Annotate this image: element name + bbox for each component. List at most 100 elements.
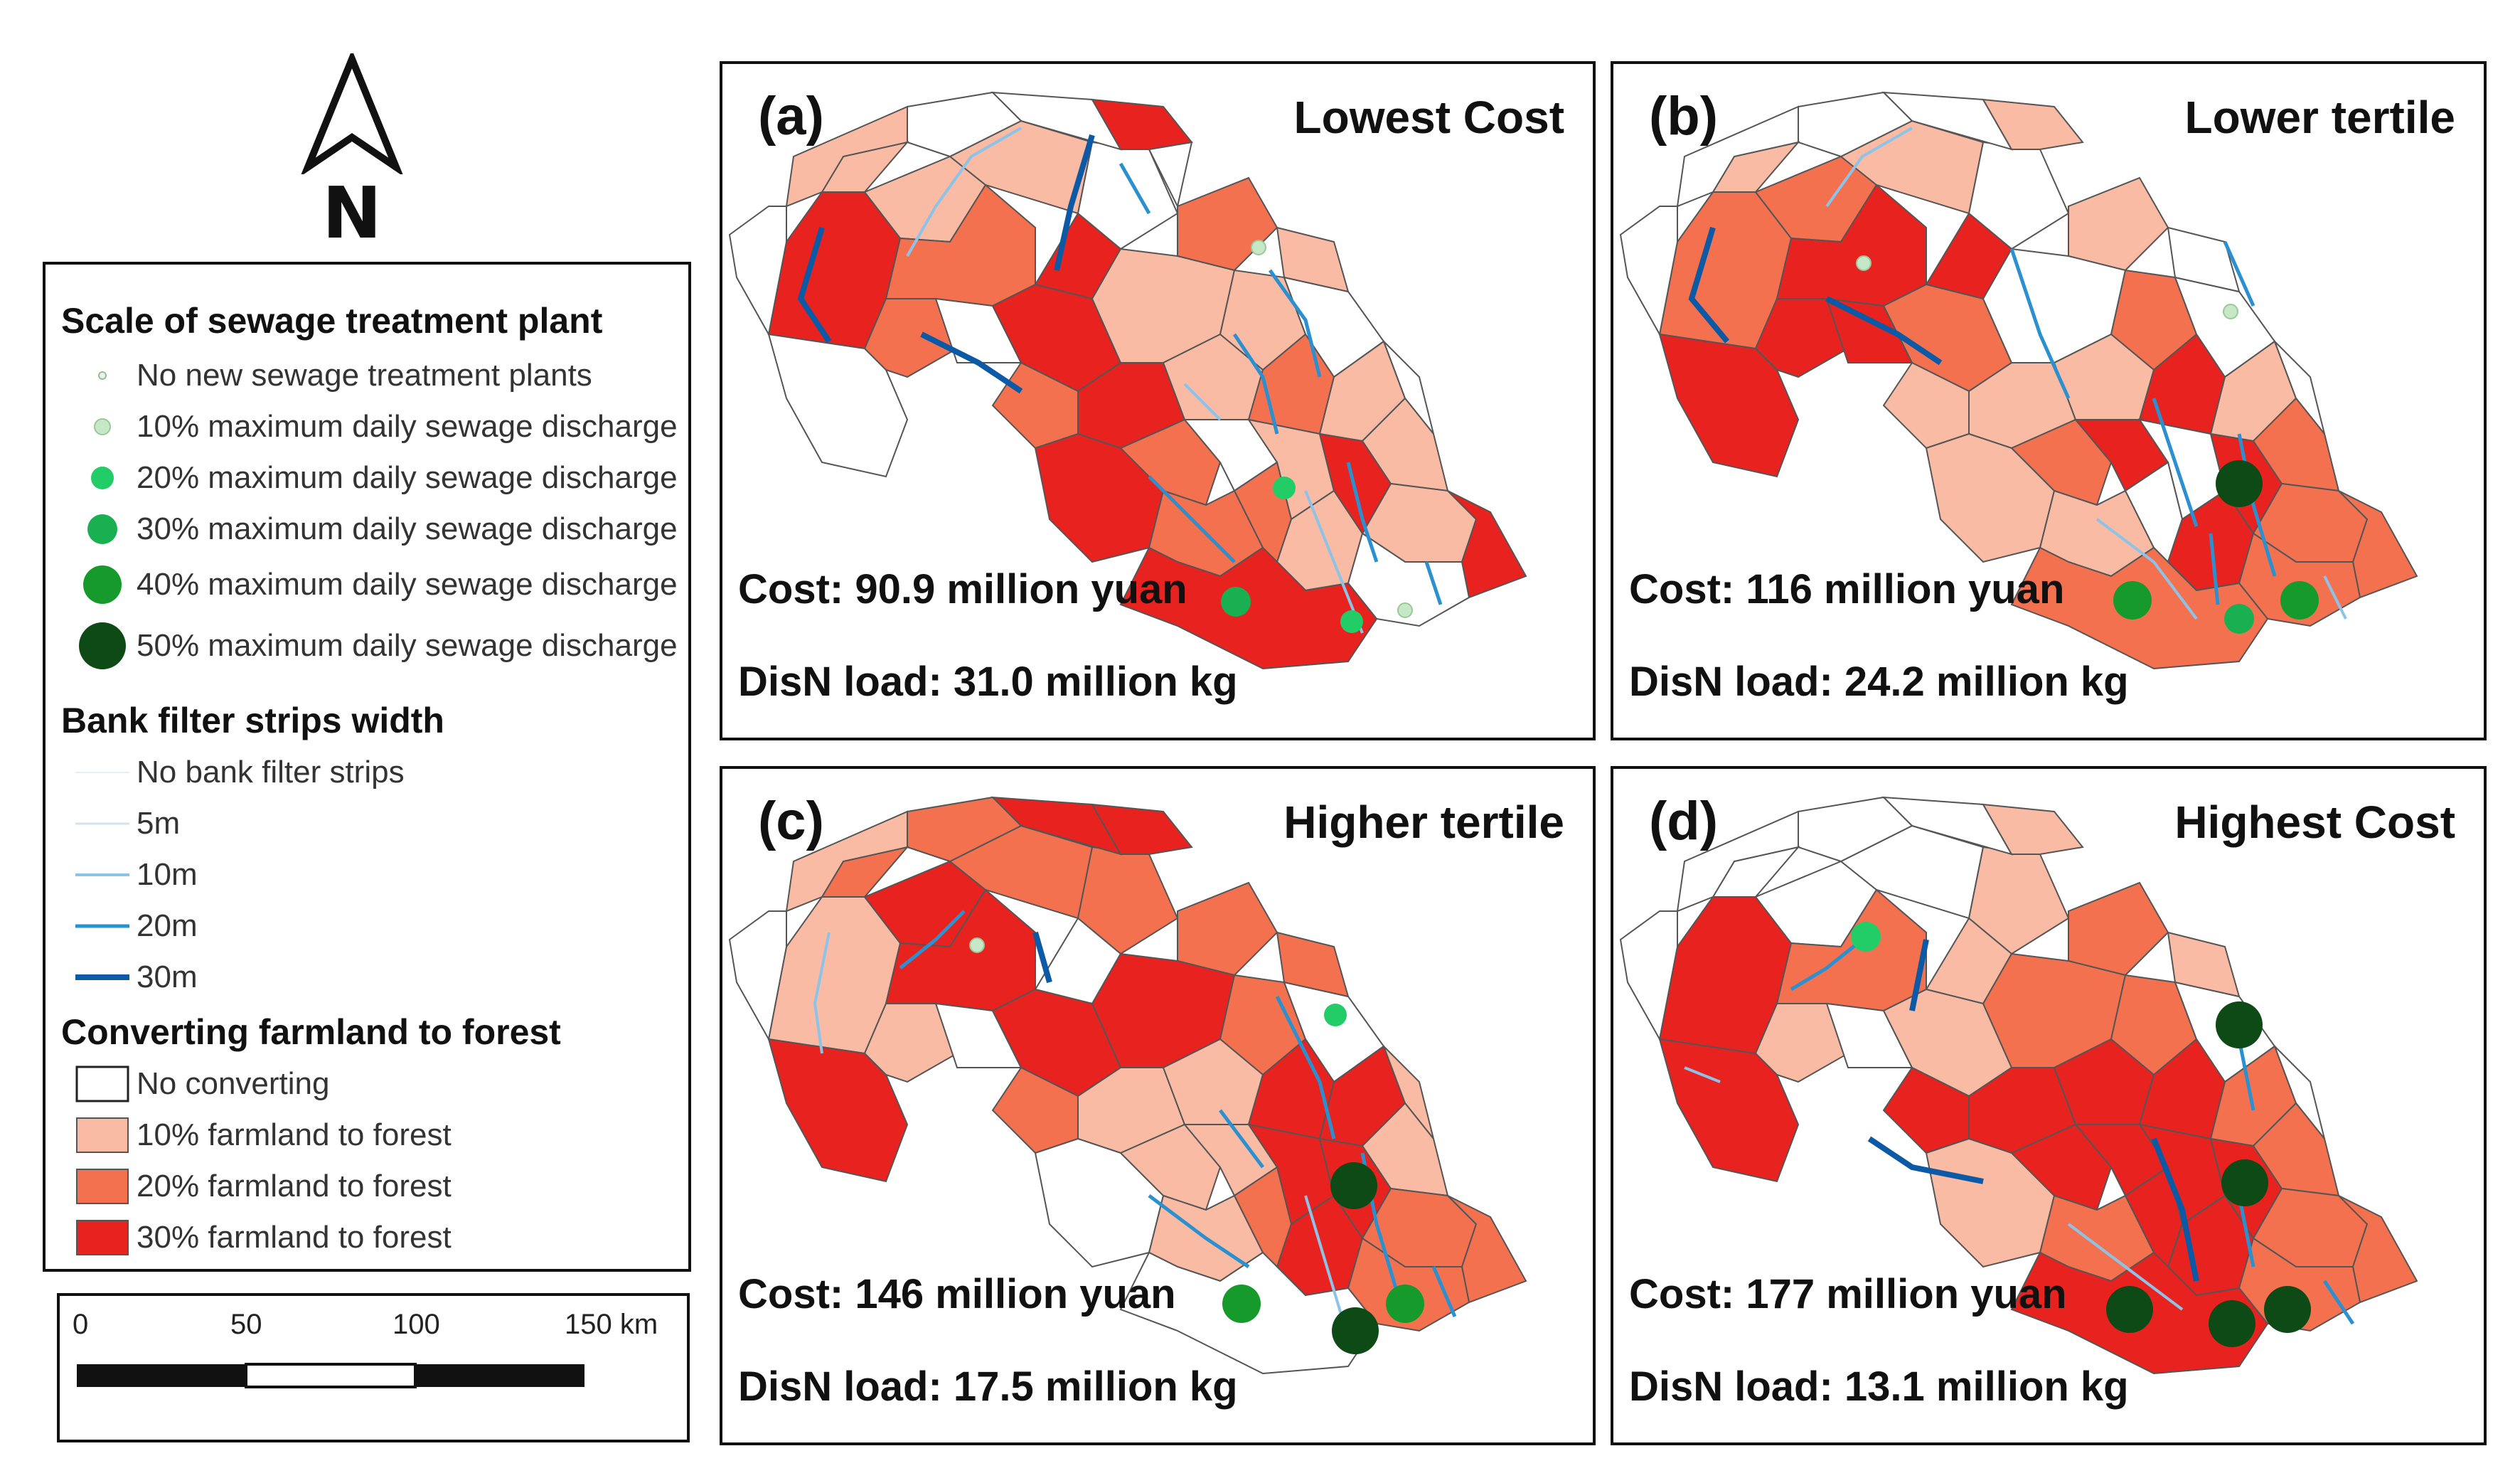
legend-stp-item: 50% maximum daily sewage discharge — [46, 620, 685, 671]
subbasin-polygon — [1177, 176, 1278, 272]
legend-conv-title: Converting farmland to forest — [61, 1012, 561, 1052]
legend-conv-item: No converting — [46, 1058, 685, 1110]
sewage-plant-marker — [2221, 1159, 2268, 1206]
sewage-plant-marker — [2264, 1286, 2311, 1333]
subbasin-polygon — [2010, 418, 2113, 506]
sewage-plant-marker — [2224, 604, 2254, 634]
subbasin-polygon — [2167, 226, 2241, 293]
legend-conv-item: 10% farmland to forest — [46, 1110, 685, 1161]
north-label: N — [322, 171, 382, 255]
river-segment — [920, 331, 1023, 394]
river-segment — [2237, 1195, 2255, 1267]
panel-cost: Cost: 146 million yuan — [738, 1271, 1176, 1317]
river-segment — [2223, 240, 2255, 307]
river-segment — [1688, 226, 1730, 344]
river-segment — [1424, 561, 1443, 605]
bfs-none-symbol — [75, 772, 129, 773]
sewage-plant-marker — [2280, 581, 2319, 620]
river-segment — [1268, 269, 1322, 378]
panel-cost: Cost: 177 million yuan — [1629, 1271, 2067, 1317]
legend-bfs-item: 10m — [46, 849, 685, 900]
map-panel-c: (c) Higher tertile Cost: 146 million yua… — [720, 766, 1596, 1445]
river-segment — [813, 932, 831, 1054]
sewage-plant-marker — [1856, 255, 1872, 271]
panel-title: Lowest Cost — [1293, 92, 1564, 143]
subbasin-polygon — [728, 910, 787, 1041]
sewage-plant-marker — [1222, 1285, 1261, 1323]
watershed-map-b — [1619, 91, 2418, 670]
subbasin-polygon — [1361, 1102, 1449, 1197]
river-segment — [1825, 296, 1943, 366]
river-segment — [2209, 533, 2220, 605]
sewage-plant-marker — [1273, 477, 1296, 499]
legend-bfs-item: 5m — [46, 798, 685, 849]
sewage-plant-marker — [1324, 1004, 1347, 1026]
panel-letter: (d) — [1649, 791, 1719, 851]
sewage-plant-marker — [1386, 1285, 1424, 1323]
conv-10-symbol — [76, 1117, 129, 1153]
sewage-plant-marker — [969, 937, 985, 953]
panel-letter: (c) — [758, 791, 824, 851]
stp-30-symbol — [87, 514, 117, 544]
sewage-plant-marker — [1340, 610, 1363, 633]
river-segment — [2237, 1038, 2255, 1111]
panel-load: DisN load: 17.5 million kg — [738, 1364, 1238, 1410]
river-segment — [899, 910, 966, 969]
subbasin-polygon — [1361, 397, 1449, 492]
map-legend: Scale of sewage treatment plant No new s… — [43, 262, 691, 1272]
sewage-plant-marker — [2106, 1286, 2153, 1333]
river-segment — [797, 226, 832, 344]
sewage-plant-marker — [1221, 587, 1251, 617]
bfs-30m-symbol — [75, 974, 129, 980]
subbasin-polygon — [1091, 98, 1193, 150]
sewage-plant-marker — [1851, 922, 1881, 952]
legend-stp-item: 40% maximum daily sewage discharge — [46, 559, 685, 610]
sewage-plant-marker — [2223, 304, 2238, 319]
river-segment — [2151, 1137, 2199, 1282]
legend-stp-label: No new sewage treatment plants — [137, 358, 592, 393]
map-panel-d: (d) Highest Cost Cost: 177 million yuan … — [1611, 766, 2487, 1445]
stp-50-symbol — [79, 622, 126, 669]
stp-40-symbol — [83, 565, 122, 604]
river-segment — [1684, 1066, 1721, 1083]
legend-stp-label: 50% maximum daily sewage discharge — [137, 628, 678, 663]
river-segment — [1867, 1136, 1984, 1184]
subbasin-polygon — [1119, 1123, 1222, 1211]
watershed-map-d — [1619, 796, 2418, 1375]
panel-load: DisN load: 24.2 million kg — [1629, 659, 2129, 705]
scale-tick-100: 100 — [393, 1309, 440, 1340]
subbasin-polygon — [1982, 98, 2084, 150]
subbasin-polygon — [2010, 1123, 2113, 1211]
river-segment — [1304, 490, 1364, 634]
legend-conv-label: No converting — [137, 1066, 330, 1101]
legend-conv-label: 30% farmland to forest — [137, 1220, 452, 1255]
legend-bfs-title: Bank filter strips width — [61, 701, 444, 740]
river-segment — [2322, 1280, 2355, 1325]
river-segment — [1909, 939, 1929, 1011]
river-segment — [2009, 248, 2071, 400]
legend-stp-label: 20% maximum daily sewage discharge — [137, 460, 678, 495]
panel-load: DisN load: 13.1 million kg — [1629, 1364, 2129, 1410]
panel-letter: (b) — [1649, 86, 1719, 147]
sewage-plant-marker — [2113, 581, 2152, 620]
scale-bar: 0 50 100 150 km — [57, 1293, 690, 1442]
map-panel-a: (a) Lowest Cost Cost: 90.9 million yuan … — [720, 61, 1596, 740]
legend-stp-item: No new sewage treatment plants — [46, 350, 685, 401]
river-segment — [1148, 475, 1236, 563]
stp-20-symbol — [91, 467, 114, 489]
conv-none-symbol — [75, 1065, 129, 1102]
panel-letter: (a) — [758, 86, 824, 147]
legend-bfs-item: No bank filter strips — [46, 747, 685, 798]
scale-tick-0: 0 — [73, 1309, 89, 1340]
legend-stp-item: 20% maximum daily sewage discharge — [46, 452, 685, 504]
bfs-5m-symbol — [75, 822, 129, 825]
legend-stp-label: 30% maximum daily sewage discharge — [137, 511, 678, 546]
legend-bfs-item: 30m — [46, 952, 685, 1003]
north-arrow-icon — [300, 49, 404, 177]
legend-stp-label: 40% maximum daily sewage discharge — [137, 567, 678, 602]
bfs-10m-symbol — [75, 873, 129, 876]
river-segment — [2067, 1223, 2184, 1311]
legend-bfs-label: 20m — [137, 908, 198, 943]
north-arrow: N — [288, 49, 416, 255]
river-segment — [2323, 575, 2347, 620]
